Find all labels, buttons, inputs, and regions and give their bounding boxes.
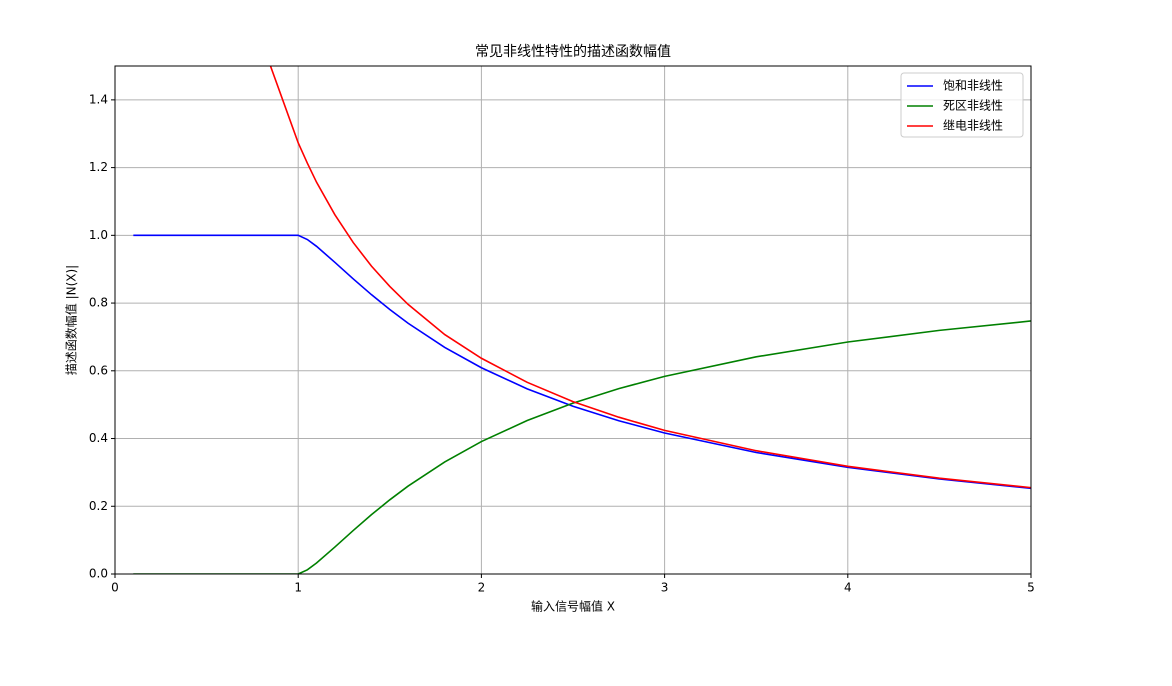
legend-label: 饱和非线性 (943, 78, 1003, 93)
chart-title: 常见非线性特性的描述函数幅值 (475, 44, 671, 60)
legend-label: 死区非线性 (943, 99, 1003, 113)
plot-lines (133, 66, 1031, 574)
line (133, 320, 1031, 574)
x-tick-label: 5 (1027, 581, 1035, 595)
y-axis-label: 描述函数幅值 |N(X)| (64, 265, 79, 375)
line (133, 234, 1031, 490)
y-tick-label: 0.6 (89, 363, 108, 377)
y-tick-label: 1.4 (89, 92, 108, 106)
y-tick-label: 0.0 (89, 567, 108, 581)
y-tick-label: 1.0 (89, 228, 108, 242)
legend-label: 继电非线性 (943, 119, 1003, 133)
x-tick-label: 4 (844, 581, 852, 595)
y-tick-label: 1.2 (89, 160, 108, 174)
x-tick-label: 2 (478, 581, 486, 595)
legend-box (900, 72, 1024, 138)
y-tick-label: 0.4 (89, 431, 108, 445)
y-tick-label: 0.8 (89, 296, 108, 310)
x-axis-label: 输入信号幅值 X (531, 599, 615, 614)
plot-frame (114, 65, 1032, 575)
x-tick-label: 1 (294, 581, 302, 595)
x-tick-label: 3 (661, 581, 669, 595)
x-tick-label: 0 (111, 581, 119, 595)
line (269, 66, 1031, 489)
y-tick-label: 0.2 (89, 499, 108, 513)
